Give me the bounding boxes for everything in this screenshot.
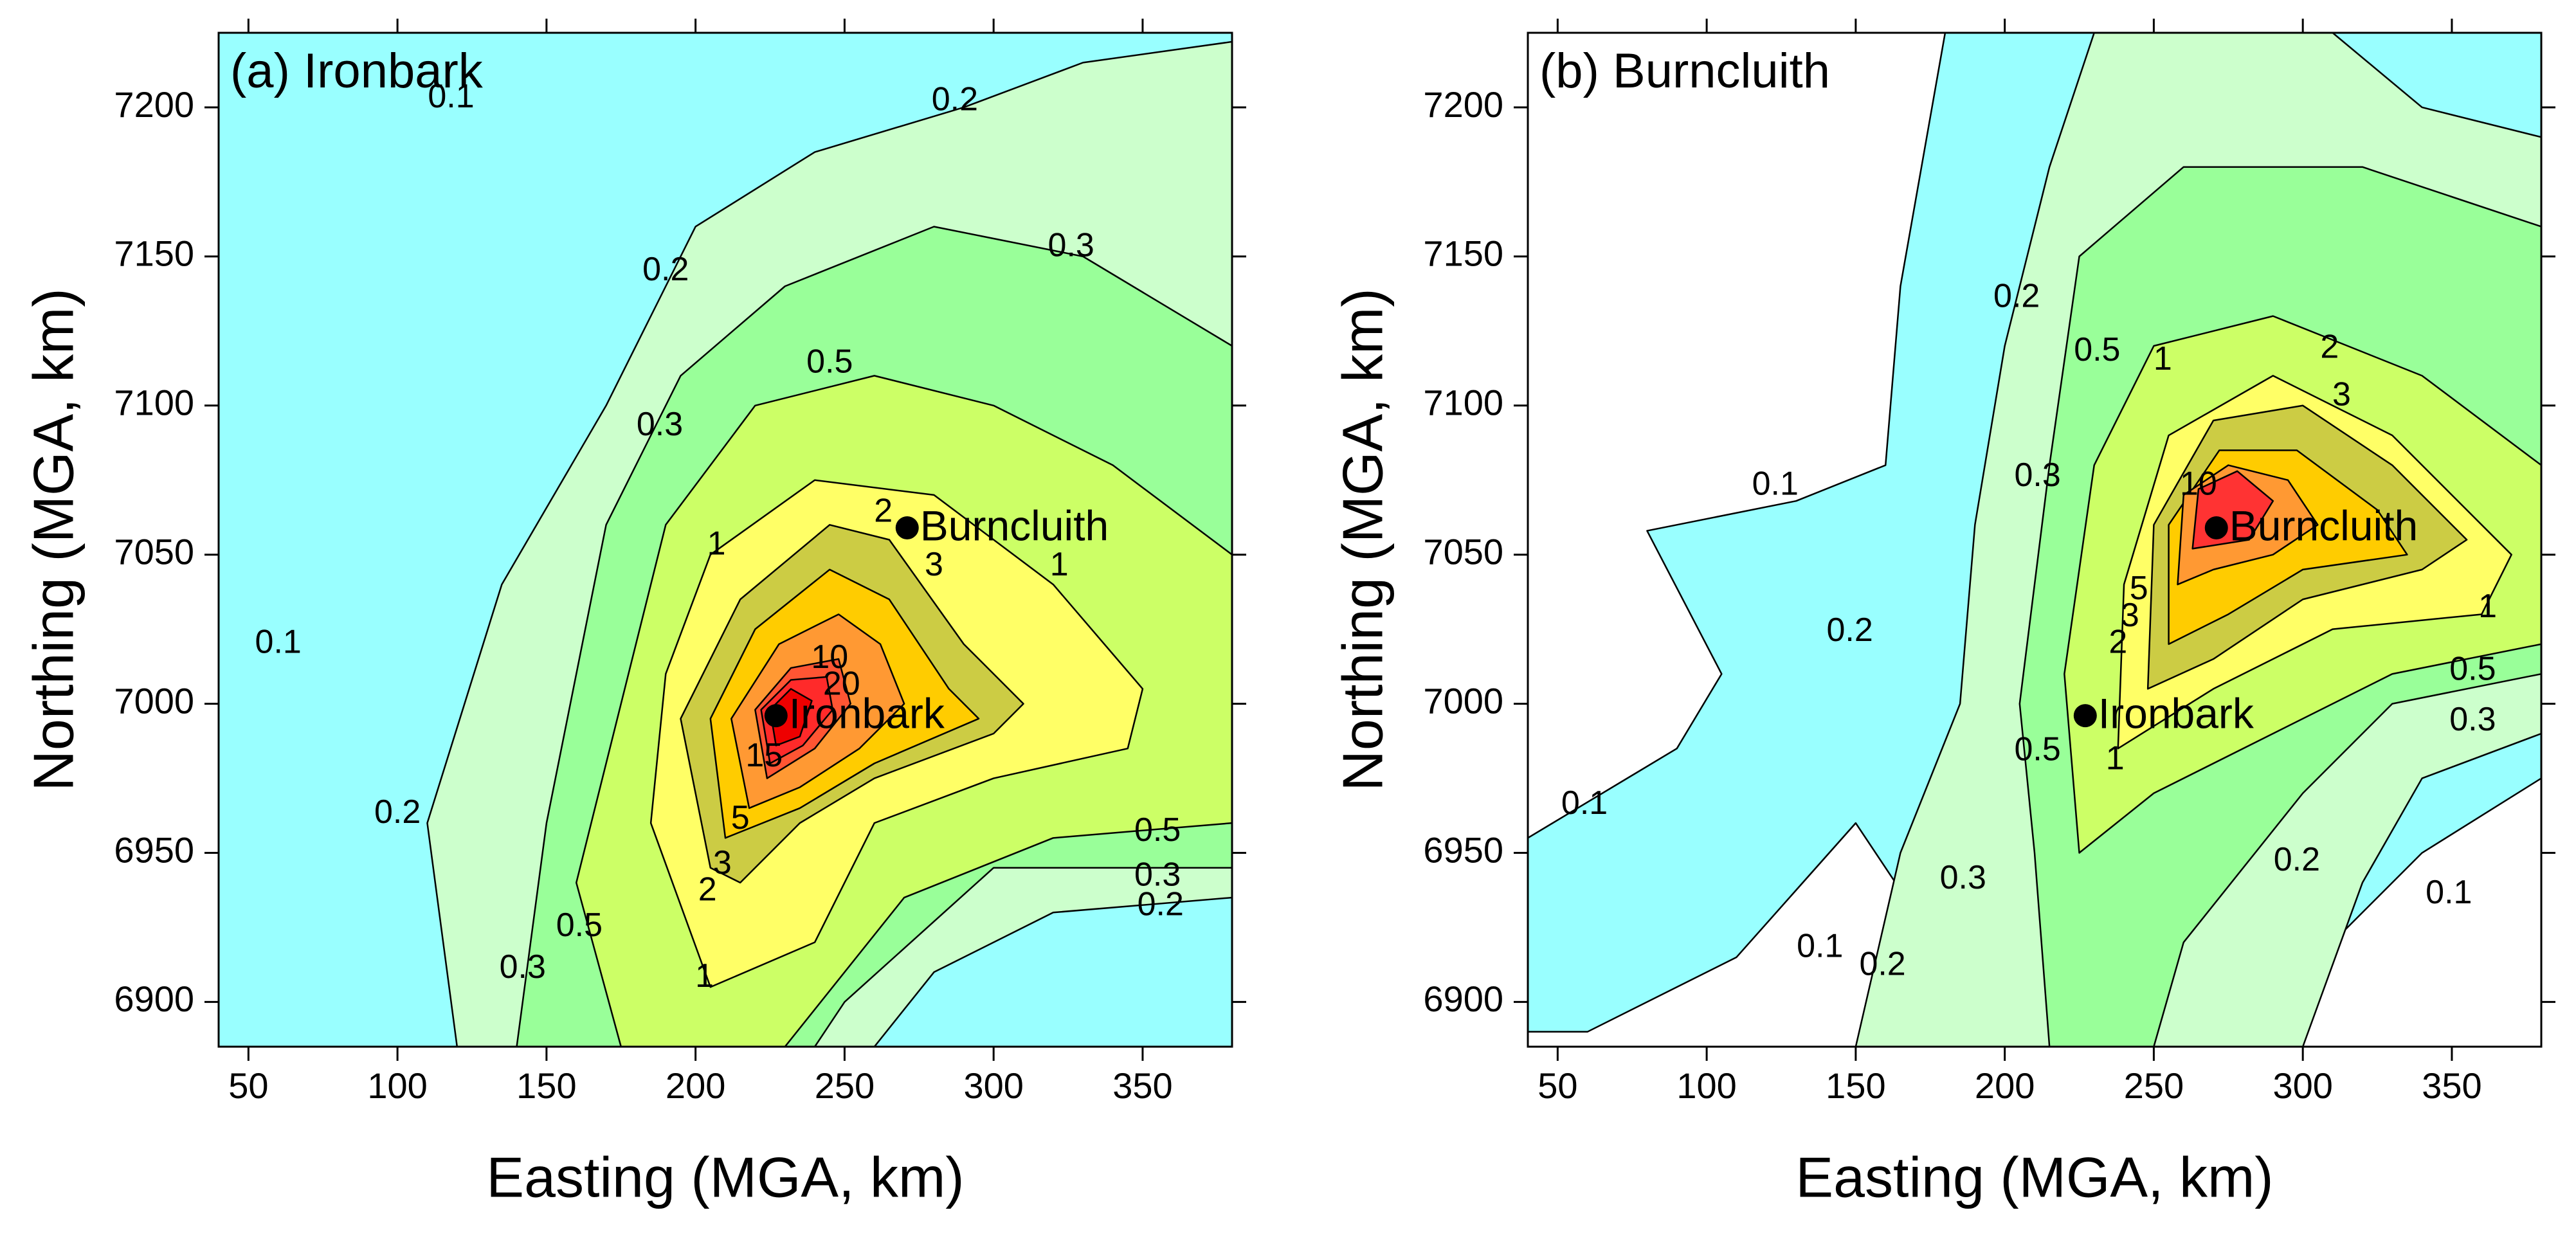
x-tick-label: 150 [1826,1065,1885,1106]
contour-label: 1 [1050,546,1069,583]
contour-label: 15 [745,737,783,774]
y-tick-label: 6900 [1423,979,1503,1019]
contour-label: 0.3 [1940,859,1986,896]
x-tick-label: 100 [367,1065,427,1106]
contour-label: 1 [2154,340,2172,377]
contour-label: 5 [2130,570,2148,607]
contour-label: 0.1 [255,624,302,661]
contour-label: 20 [823,665,860,703]
contour-label: 0.2 [374,793,421,831]
contour-label: 0.2 [1138,886,1184,923]
site-label: Burncluith [920,501,1109,549]
x-axis-label: Easting (MGA, km) [486,1145,964,1209]
contour-label: 1 [2106,739,2125,777]
plot-frame [217,32,1233,1048]
x-tick-label: 300 [963,1065,1023,1106]
x-tick-label: 350 [2422,1065,2481,1106]
contour-field: 0.10.1 0.20.20.20.20.30.30.30.30.50.50.51… [219,33,1232,1047]
contour-label: 2 [698,871,717,908]
contour-label: 0.5 [806,343,853,381]
contour-label: 0.5 [1134,811,1181,849]
contour-label: 10 [2180,465,2217,503]
site-point [764,704,788,728]
y-tick-label: 7100 [1423,383,1503,423]
contour-label: 2 [2320,328,2339,365]
contour-label: 0.5 [2074,331,2120,368]
y-tick-label: 7150 [1423,233,1503,274]
y-tick-label: 7050 [1423,531,1503,572]
x-tick-label: 50 [228,1065,268,1106]
contour-label: 10 [811,638,848,676]
y-tick-label: 7000 [1423,680,1503,721]
site-label: Burncluith [2229,501,2418,549]
contour-label: 0.3 [1048,227,1094,264]
site-label: Ironbark [789,690,945,737]
site-label: Ironbark [2098,690,2254,737]
contour-label: 5 [731,799,750,836]
x-tick-label: 100 [1676,1065,1736,1106]
site-point [895,516,919,539]
contour-label: 0.2 [1826,611,1873,649]
y-axis-label: Northing (MGA, km) [21,288,85,791]
contour-label: 0.2 [2274,841,2320,878]
y-tick-label: 6950 [1423,829,1503,870]
contour-label: 3 [925,546,943,583]
x-tick-label: 300 [2272,1065,2332,1106]
y-tick-label: 6900 [114,979,194,1019]
contour-label: 0.1 [428,78,474,115]
x-tick-label: 250 [2124,1065,2184,1106]
contour-label: 1 [2478,588,2497,625]
x-tick-label: 200 [1975,1065,2035,1106]
contour-label: 0.1 [2426,874,2472,911]
contour-label: 0.3 [637,406,683,443]
y-axis-label: Northing (MGA, km) [1330,288,1394,791]
y-tick-label: 6950 [114,829,194,870]
contour-label: 0.1 [1797,928,1843,965]
contour-label: 0.2 [642,251,689,288]
y-tick-label: 7150 [114,233,194,274]
contour-label: 0.2 [1993,278,2040,315]
y-tick-label: 7050 [114,531,194,572]
chart-panel: 0.10.1 0.20.20.20.20.30.30.30.30.50.50.51… [21,19,1246,1209]
x-axis-label: Easting (MGA, km) [1795,1145,2273,1209]
contour-label: 0.1 [1561,784,1608,822]
contour-label: 0.5 [556,907,603,944]
contour-label: 0.5 [2449,650,2496,687]
contour-label: 1 [707,525,726,563]
x-tick-label: 250 [815,1065,875,1106]
contour-label: 3 [2121,597,2139,634]
contour-label: 3 [713,844,732,881]
x-tick-label: 350 [1112,1065,1172,1106]
panel-title: (a) Ironbark [230,44,484,98]
site-point [2204,516,2228,539]
contour-label: 0.2 [932,80,978,118]
contour-label: 0.3 [2449,701,2496,738]
contour-label: 0.3 [2014,456,2060,494]
contour-label: 0.1 [1752,465,1799,503]
contour-label: 2 [874,492,893,529]
x-tick-label: 150 [516,1065,576,1106]
contour-label: 3 [2332,376,2351,413]
y-tick-label: 7200 [114,84,194,125]
panel-title: (b) Burncluith [1539,44,1830,98]
contour-label: 0.2 [1859,946,1905,983]
x-tick-label: 200 [666,1065,725,1106]
y-tick-label: 7100 [114,383,194,423]
contour-label: 0.3 [500,948,546,986]
y-tick-label: 7200 [1423,84,1503,125]
contour-field: 0.1 0.1 0.1 0.1 0.2 0.2 0.2 0.2 0.3 0.3 0.3 0.5 0.5 0… [1528,33,2541,1047]
x-tick-label: 50 [1537,1065,1577,1106]
contour-label: 1 [695,957,714,995]
plot-frame [1527,32,2543,1048]
y-tick-label: 7000 [114,680,194,721]
chart-panel: 0.1 0.1 0.1 0.1 0.2 0.2 0.2 0.2 0.3 0.3 0.3 0.5 0.5 0… [1330,19,2555,1209]
contour-label: 0.3 [1134,856,1181,893]
site-point [2073,704,2097,728]
contour-label: 2 [2109,624,2127,661]
contour-label: 0.5 [2014,731,2060,768]
